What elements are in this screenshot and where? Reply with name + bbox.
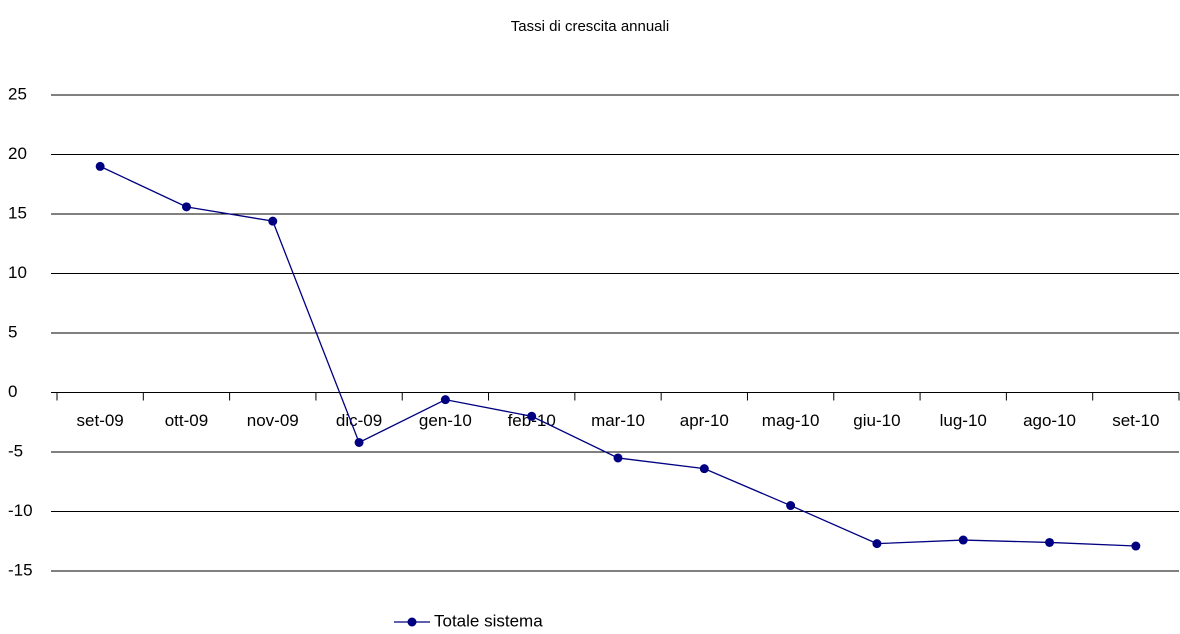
data-point xyxy=(527,411,537,421)
legend-label: Totale sistema xyxy=(434,611,543,630)
x-tick-label: mar-10 xyxy=(591,411,645,430)
y-tick-label: -10 xyxy=(8,501,33,520)
x-tick-label: mag-10 xyxy=(762,411,820,430)
data-point xyxy=(872,539,882,549)
data-point xyxy=(354,437,364,447)
data-point xyxy=(181,202,191,212)
y-tick-label: 25 xyxy=(8,84,27,103)
series-line xyxy=(99,165,1136,547)
x-tick-label: ott-09 xyxy=(165,411,208,430)
x-tick-label: dic-09 xyxy=(336,411,382,430)
x-tick-label: gen-10 xyxy=(419,411,472,430)
data-point xyxy=(613,453,623,463)
x-tick-label: giu-10 xyxy=(853,411,900,430)
y-tick-label: 10 xyxy=(8,263,27,282)
data-point xyxy=(440,395,450,405)
chart-title: Tassi di crescita annuali xyxy=(511,18,669,35)
data-point xyxy=(1131,541,1141,551)
y-tick-label: 0 xyxy=(8,382,17,401)
data-point xyxy=(699,464,709,474)
data-point xyxy=(1045,537,1055,547)
x-tick-label: apr-10 xyxy=(680,411,729,430)
x-tick-label: nov-09 xyxy=(247,411,299,430)
y-tick-label: 5 xyxy=(8,322,17,341)
data-point xyxy=(95,161,105,171)
x-tick-label: ago-10 xyxy=(1023,411,1076,430)
y-tick-label: -5 xyxy=(8,441,23,460)
y-tick-label: -15 xyxy=(8,560,33,579)
x-tick-label: lug-10 xyxy=(940,411,987,430)
y-tick-label: 15 xyxy=(8,203,27,222)
x-tick-label: set-09 xyxy=(77,411,124,430)
data-point xyxy=(958,535,968,545)
data-point xyxy=(786,501,796,511)
x-tick-label: set-10 xyxy=(1112,411,1159,430)
legend-marker xyxy=(407,617,417,627)
data-point xyxy=(268,216,278,226)
y-tick-label: 20 xyxy=(8,144,27,163)
